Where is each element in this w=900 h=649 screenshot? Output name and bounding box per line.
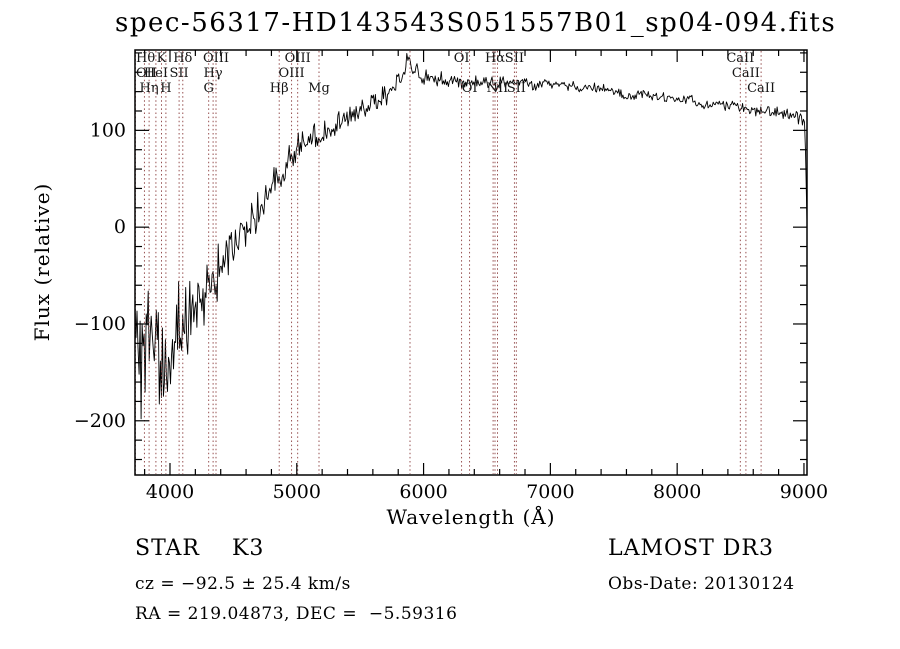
x-tick-label: 7000 (526, 481, 574, 503)
x-tick-label: 9000 (780, 481, 828, 503)
y-tick-label: 0 (114, 216, 126, 238)
line-label: SII (507, 81, 526, 96)
line-label: CaII (726, 51, 754, 66)
line-label: CaII (732, 66, 760, 81)
cz-text: cz = −92.5 ± 25.4 km/s (135, 574, 351, 594)
line-label: OIII (285, 51, 311, 66)
classification-text: STAR K3 (135, 536, 265, 561)
line-label: OIII (203, 51, 229, 66)
spectrum-path (134, 52, 808, 420)
line-label: G (204, 81, 214, 96)
line-label: Mg (308, 81, 330, 96)
spectrum-trace (134, 52, 808, 420)
line-label: Hα (485, 51, 505, 66)
line-label: SII (505, 51, 524, 66)
y-axis-title: Flux (relative) (30, 182, 54, 342)
x-axis-title: Wavelength (Å) (386, 505, 556, 529)
line-label: OI (454, 51, 470, 66)
line-label: OI (462, 81, 478, 96)
line-label: OII (136, 66, 157, 81)
line-label: Hδ (173, 51, 192, 66)
line-label: HeI (144, 66, 168, 81)
y-tick-label: −200 (74, 410, 126, 432)
line-label: NII (487, 81, 509, 96)
y-tick-label: 100 (90, 119, 126, 141)
survey-text: LAMOST DR3 (608, 536, 774, 561)
coords-text: RA = 219.04873, DEC = −5.59316 (135, 604, 458, 624)
obs-date-text: Obs-Date: 20130124 (608, 574, 795, 594)
plot-frame (134, 49, 808, 476)
line-label: Hη (140, 81, 159, 96)
y-tick-label: −100 (74, 313, 126, 335)
line-label: OIII (279, 66, 305, 81)
x-tick-label: 6000 (399, 481, 447, 503)
line-label: CaII (747, 81, 775, 96)
spectral-line-labels: OIIHθHηHeIKHSIIHδGHγOIIIHβOIIIOIIIMgOIOI… (136, 51, 775, 96)
axes: 4000 5000 6000 7000 8000 9000 −200 −100 0 100 (74, 49, 828, 503)
spectral-line-markers (134, 51, 762, 474)
x-tick-label: 8000 (653, 481, 701, 503)
line-label: H (160, 81, 171, 96)
line-label: Hβ (270, 81, 289, 96)
x-tick-label: 5000 (273, 481, 321, 503)
line-label: Hγ (204, 66, 223, 81)
line-label: K (157, 51, 167, 66)
line-label: SII (170, 66, 189, 81)
x-tick-label: 4000 (146, 481, 194, 503)
line-label: Hθ (136, 51, 155, 66)
plot-title: spec-56317-HD143543S051557B01_sp04-094.f… (115, 8, 837, 38)
